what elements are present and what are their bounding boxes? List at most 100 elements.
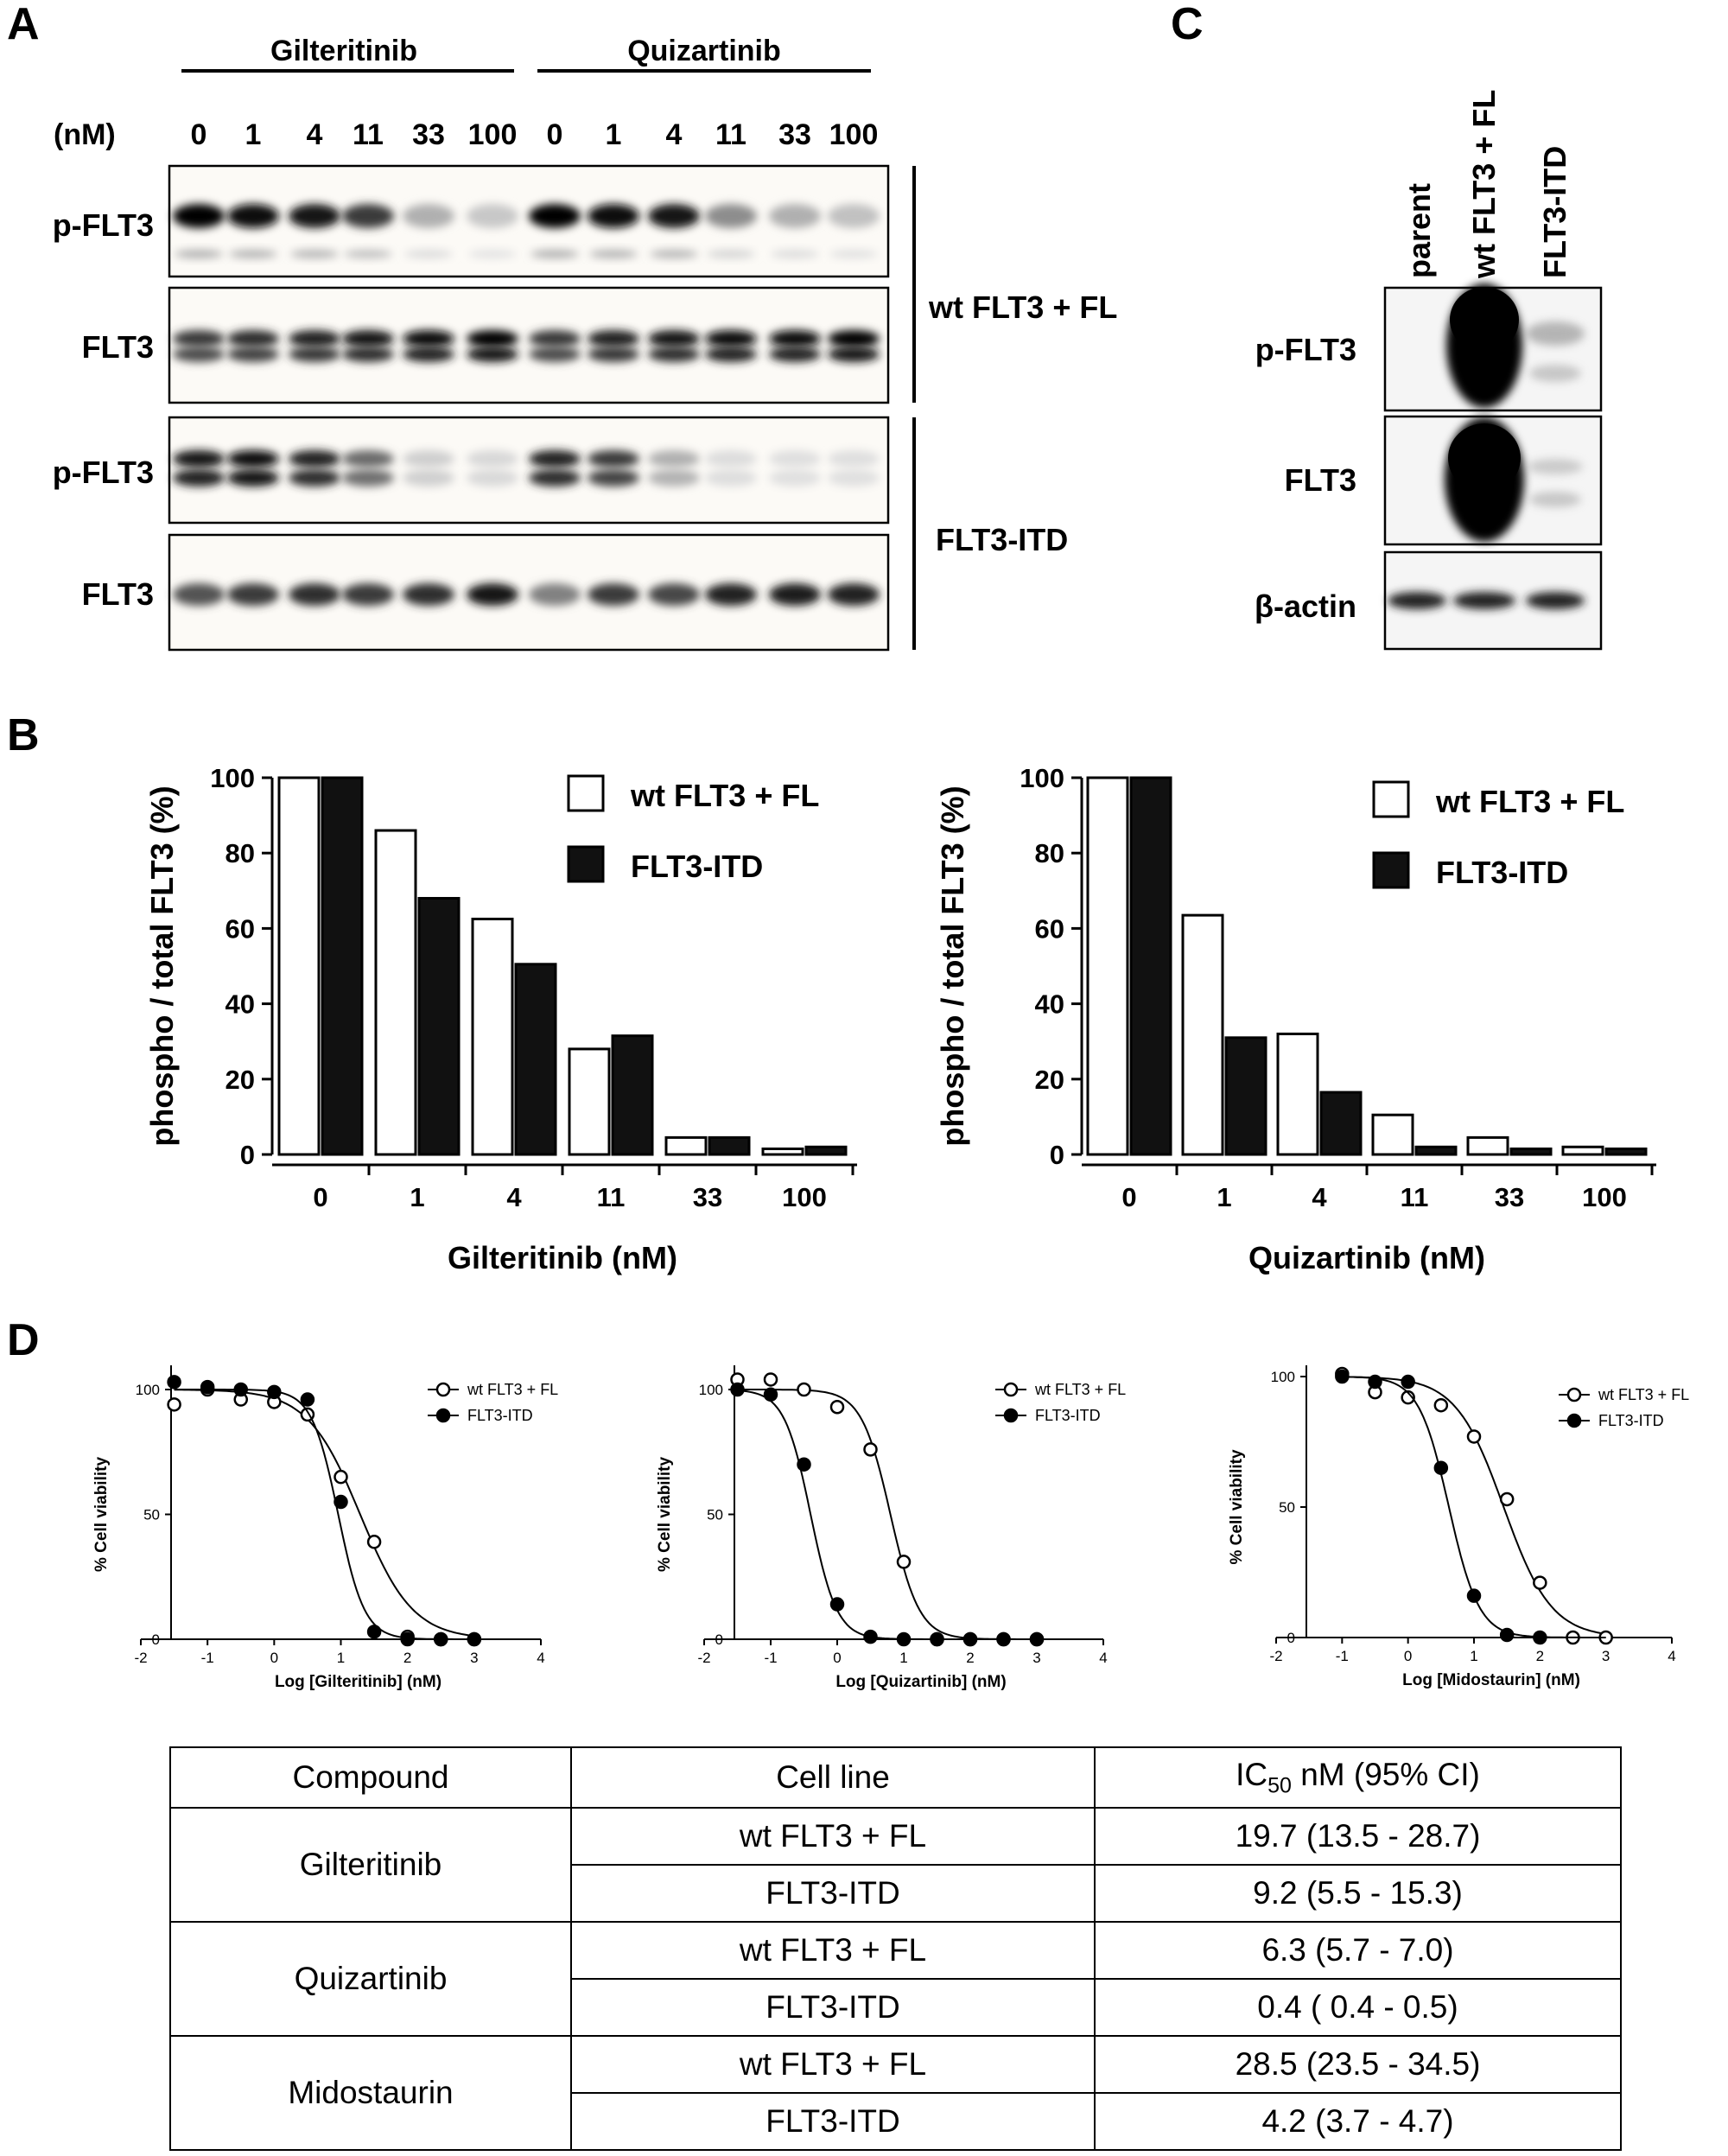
blot-itd-pflt3 <box>168 416 890 525</box>
bar-wt-100 <box>1561 1145 1604 1156</box>
band-wt-flt3-lower <box>705 347 757 362</box>
band-wt-pflt3 <box>828 204 880 228</box>
bar-itd-4 <box>1319 1091 1363 1156</box>
band-wt-flt3-lower <box>289 347 340 362</box>
band-wt-pflt3 <box>403 204 454 228</box>
table-row: Quizartinib wt FLT3 + FL 6.3 (5.7 - 7.0) <box>169 1921 1622 2037</box>
bar-wt-33 <box>664 1135 708 1156</box>
band-wt-flt3-upper <box>403 330 454 347</box>
x-tick-label: 0 <box>833 1650 841 1666</box>
legend-swatch <box>1372 851 1410 889</box>
bar-wt-4 <box>1276 1032 1319 1156</box>
band-wt-flt3-upper <box>648 330 700 347</box>
band-wt-pflt3-faint <box>468 250 517 258</box>
band-itd-pflt3-lower <box>588 469 639 487</box>
data-point-itd <box>996 1631 1011 1647</box>
group-label-itd: FLT3-ITD <box>936 522 1068 557</box>
band-wt-pflt3 <box>705 204 757 228</box>
y-axis-title: phospho / total FLT3 (%) <box>144 785 180 1146</box>
legend-swatch <box>1372 780 1410 818</box>
legend-swatch <box>567 845 605 883</box>
y-tick-label: 20 <box>1035 1065 1064 1095</box>
band-wt-flt3-lower <box>648 347 700 362</box>
band-itd-pflt3-upper <box>529 450 581 467</box>
data-point-itd <box>434 1631 448 1647</box>
table-row: Midostaurin wt FLT3 + FL 28.5 (23.5 - 34… <box>169 2035 1622 2151</box>
band-itd-flt3 <box>828 583 880 606</box>
y-tick-label: 100 <box>136 1382 160 1398</box>
band-wt-flt3-upper <box>769 330 821 347</box>
y-tick-label: 80 <box>226 838 255 868</box>
x-tick-label: 3 <box>1032 1650 1040 1666</box>
x-tick-label: 0 <box>1404 1648 1412 1664</box>
dose-response-gilteritinib: 0 50 100 -2 -1 0 1 2 3 4 Log [Gilteritinib] (nM) % … <box>92 1365 558 1691</box>
x-axis-title: Log [Gilteritinib] (nM) <box>275 1673 442 1691</box>
blot-label-itd-flt3: FLT3 <box>82 576 154 612</box>
concentration-label: 11 <box>715 118 746 151</box>
header-ic50: IC50 nM (95% CI) <box>1094 1746 1622 1809</box>
data-point-itd <box>1499 1627 1515 1643</box>
band-wt-pflt3-faint <box>829 250 878 258</box>
band-itd-pflt3-lower <box>403 469 454 487</box>
blot-label-wt-flt3: FLT3 <box>82 329 154 365</box>
x-tick-label: 2 <box>1536 1648 1544 1664</box>
band-wt-pflt3-faint <box>650 250 698 258</box>
data-point-itd <box>267 1384 282 1400</box>
data-point-itd <box>763 1387 778 1402</box>
blot-c-label-pflt3: p-FLT3 <box>1255 332 1356 367</box>
band-itd-pflt3-upper <box>403 450 454 467</box>
legend-label: FLT3-ITD <box>1035 1407 1101 1424</box>
x-tick-label: 1 <box>1470 1648 1477 1664</box>
band-wt-pflt3-faint <box>404 250 453 258</box>
band-itd-pflt3-lower <box>648 469 700 487</box>
band-wt-pflt3-faint <box>229 250 277 258</box>
band-itd-flt3 <box>529 583 581 606</box>
band-itd-flt3 <box>403 583 454 606</box>
y-axis-title: % Cell viability <box>656 1457 674 1572</box>
bar-itd-0 <box>1129 776 1172 1156</box>
data-point-itd <box>1433 1460 1449 1475</box>
bar-itd-0 <box>321 776 364 1156</box>
quizartinib-header: Quizartinib <box>627 35 781 67</box>
fit-curve-itd <box>174 1389 474 1640</box>
cell-line-cell: FLT3-ITD <box>570 2092 1096 2151</box>
y-tick-label: 50 <box>707 1507 723 1523</box>
blot-c-label-flt3: FLT3 <box>1285 462 1356 498</box>
header-cell-line: Cell line <box>570 1746 1096 1809</box>
cell-line-cell: wt FLT3 + FL <box>570 1807 1096 1866</box>
y-tick-label: 0 <box>1287 1630 1295 1646</box>
lane-label-parent: parent <box>1401 183 1437 278</box>
concentration-label: 33 <box>778 118 811 151</box>
dose-response-midostaurin: 0 50 100 -2 -1 0 1 2 3 4 Log [Midostaurin] (nM) % C… <box>1228 1365 1689 1689</box>
compound-cell: Quizartinib <box>169 1921 572 2037</box>
x-tick-label: 0 <box>270 1650 278 1666</box>
band-wt-flt3-lower <box>769 347 821 362</box>
western-bands-c <box>1388 283 1585 609</box>
data-point-wt <box>334 1469 348 1485</box>
data-point-itd <box>467 1631 482 1647</box>
data-point-itd <box>233 1382 248 1397</box>
ic50-cell: 0.4 ( 0.4 - 0.5) <box>1094 1978 1622 2037</box>
x-tick-label: 33 <box>1495 1182 1524 1212</box>
concentration-label: 1 <box>245 118 262 151</box>
data-point-itd <box>829 1597 845 1612</box>
bar-wt-1 <box>1181 913 1224 1156</box>
concentration-label: 0 <box>191 118 207 151</box>
concentration-label: 4 <box>666 118 683 151</box>
data-point-wt <box>1466 1429 1482 1444</box>
ic50-table: Compound Cell line IC50 nM (95% CI) Gilt… <box>169 1746 1622 2151</box>
nm-unit-label: (nM) <box>54 118 116 151</box>
panel-a: Gilteritinib Quizartinib (nM) 0 1 4 11 33 100… <box>53 35 1117 652</box>
y-tick-label: 100 <box>1020 763 1064 793</box>
band-itd-pflt3-upper <box>705 450 757 467</box>
bar-wt-11 <box>1371 1113 1414 1156</box>
y-tick-label: 0 <box>152 1631 160 1648</box>
y-tick-label: 0 <box>1050 1140 1064 1170</box>
band-itd-flt3 <box>342 583 394 606</box>
band-wt-flt3-upper <box>342 330 394 347</box>
y-tick-label: 50 <box>143 1507 160 1523</box>
data-point-wt <box>896 1555 912 1569</box>
band-wt-flt3-lower <box>828 347 880 362</box>
cell-line-cell: wt FLT3 + FL <box>570 1921 1096 1980</box>
data-point-itd <box>863 1629 878 1644</box>
